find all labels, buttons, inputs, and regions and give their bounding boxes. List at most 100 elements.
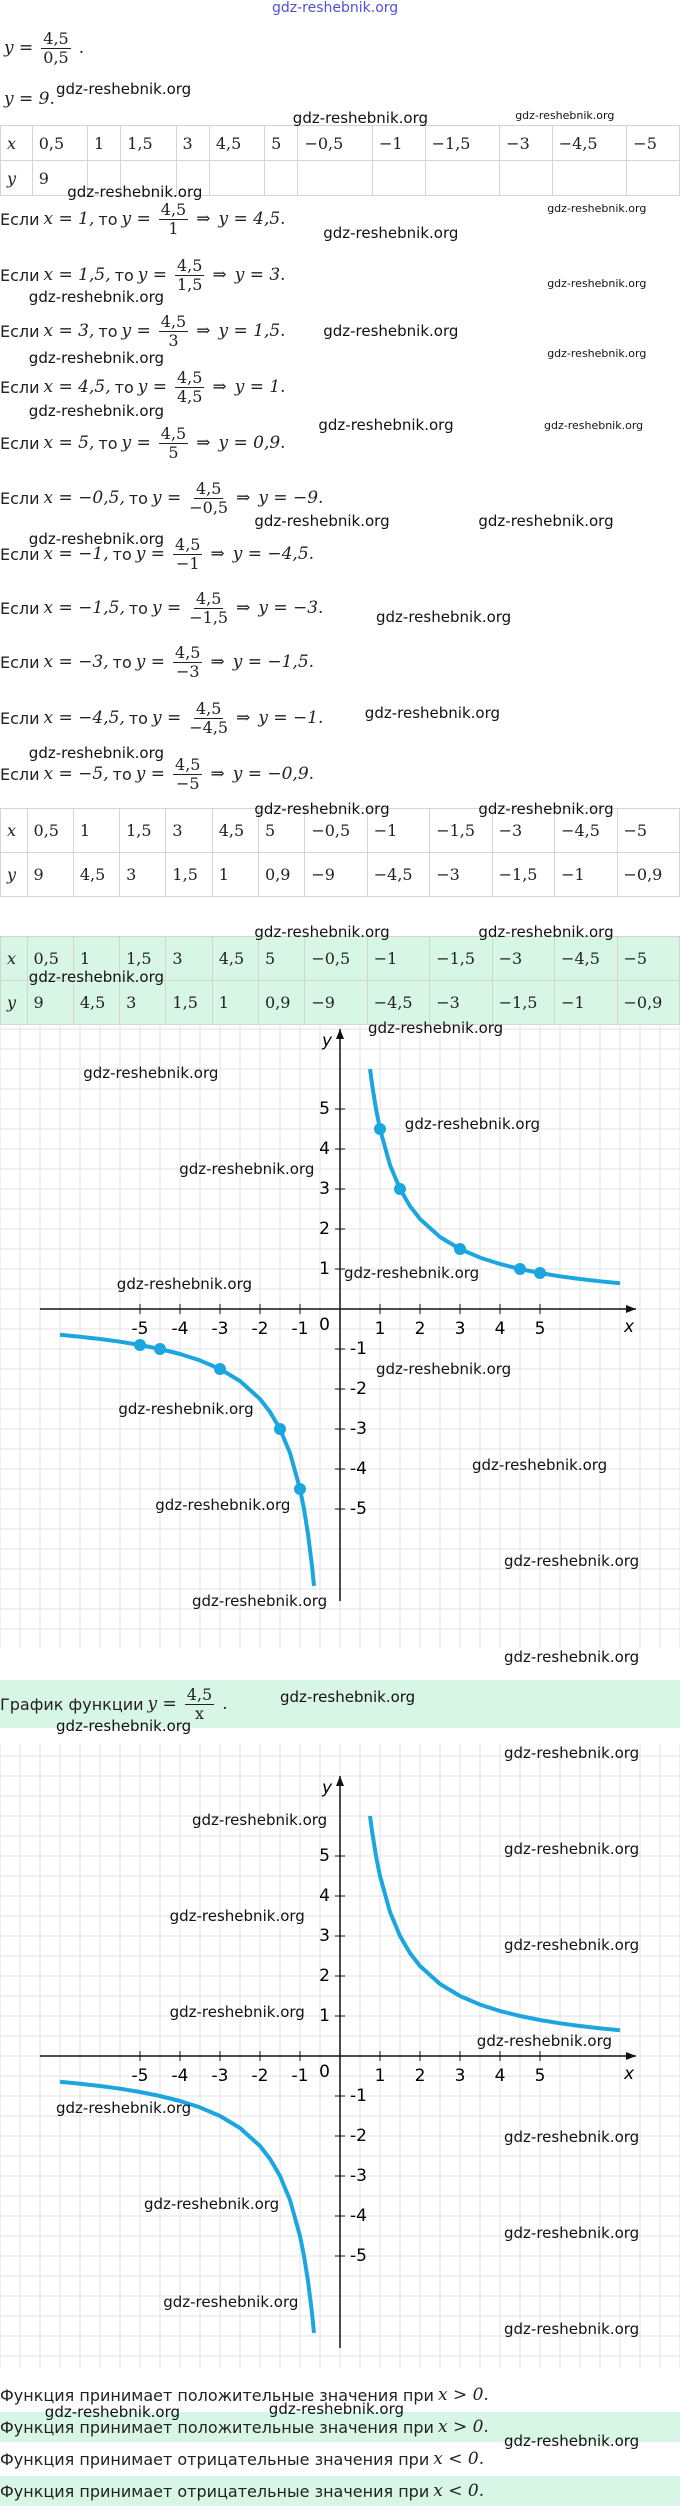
watermark: gdz-reshebnik.org bbox=[292, 109, 428, 127]
table-cell: −3 bbox=[491, 936, 556, 981]
numerator: 4,5 bbox=[184, 1684, 215, 1705]
watermark: gdz-reshebnik.org bbox=[478, 800, 614, 819]
math: x < 0. bbox=[433, 2449, 485, 2469]
denominator: −1 bbox=[175, 553, 200, 573]
header-link[interactable]: gdz-reshebnik.org bbox=[272, 0, 399, 16]
conclusion: Функция принимает положительные значения… bbox=[0, 2412, 680, 2442]
table-row: x 0,5 1 1,5 3 4,5 5 −0,5 −1 −1,5 −3 −4,5 −5 bbox=[0, 936, 680, 981]
watermark: gdz-reshebnik.org bbox=[144, 2195, 280, 2214]
fraction: 4,5 x bbox=[184, 1684, 215, 1722]
x-axis-label: x bbox=[623, 1317, 635, 1337]
table-cell: −0,5 bbox=[304, 808, 368, 853]
fraction: 4,5 0,5 bbox=[41, 30, 71, 66]
watermark: gdz-reshebnik.org bbox=[504, 1744, 640, 1763]
table-cell: −4,5 bbox=[366, 980, 431, 1025]
watermark: gdz-reshebnik.org bbox=[472, 1456, 608, 1475]
math: ⇒ bbox=[236, 488, 251, 508]
y-tick-label: 1 bbox=[319, 2006, 330, 2026]
table-cell: 0,5 bbox=[31, 125, 88, 161]
math: ⇒ bbox=[212, 377, 227, 397]
math: x > 0. bbox=[437, 2385, 489, 2405]
graph-caption: График функции y = 4,5 x. bbox=[0, 1680, 680, 1728]
numerator: 4,5 bbox=[175, 255, 205, 276]
watermark: gdz-reshebnik.org bbox=[155, 1496, 291, 1515]
x-tick-label: 4 bbox=[495, 1319, 506, 1339]
watermark: gdz-reshebnik.org bbox=[28, 968, 164, 987]
math: y = −0,9. bbox=[232, 764, 315, 784]
table-cell: x bbox=[0, 936, 28, 981]
denominator: −0,5 bbox=[189, 497, 229, 517]
word: Если bbox=[0, 544, 40, 564]
math: x = 4,5, bbox=[43, 377, 111, 397]
math: ⇒ bbox=[210, 652, 225, 672]
watermark: gdz-reshebnik.org bbox=[56, 1717, 192, 1735]
numerator: 4,5 bbox=[173, 754, 203, 775]
table-cell bbox=[551, 160, 628, 196]
watermark: gdz-reshebnik.org bbox=[364, 704, 500, 723]
fraction: 4,5 −5 bbox=[173, 754, 203, 792]
watermark: gdz-reshebnik.org bbox=[67, 182, 203, 201]
word: то bbox=[128, 488, 148, 508]
data-point bbox=[394, 1183, 406, 1195]
watermark: gdz-reshebnik.org bbox=[28, 744, 164, 763]
fraction: 4,5 −1,5 bbox=[189, 590, 228, 626]
word: Функция принимает положительные значения… bbox=[0, 2385, 434, 2405]
table-cell: −1 bbox=[366, 936, 431, 981]
data-point bbox=[374, 1123, 386, 1135]
math: ⇒ bbox=[212, 265, 227, 285]
denominator: 1 bbox=[168, 218, 179, 238]
watermark: gdz-reshebnik.org bbox=[544, 419, 644, 433]
fraction: 4,5 −1 bbox=[173, 536, 203, 573]
conclusion: Функция принимает отрицательные значения… bbox=[0, 2444, 680, 2474]
table-cell: −4,5 bbox=[366, 852, 431, 897]
math: ⇒ bbox=[236, 708, 251, 728]
math: y = bbox=[135, 652, 166, 672]
math: y = −3. bbox=[258, 598, 324, 618]
table-row: y 9 4,5 3 1,5 1 0,9 −9 −4,5 −3 −1,5 −1 −0,9 bbox=[0, 852, 680, 897]
word: то bbox=[112, 764, 132, 784]
x-tick-label: -3 bbox=[212, 2066, 229, 2086]
y-tick-label: 4 bbox=[319, 1139, 330, 1159]
word: то bbox=[98, 433, 118, 453]
math: x > 0. bbox=[437, 2417, 489, 2437]
math: x = 3, bbox=[43, 321, 95, 341]
y-tick-label: 5 bbox=[319, 1099, 330, 1119]
watermark: gdz-reshebnik.org bbox=[280, 1688, 416, 1707]
y-tick-label: -2 bbox=[350, 2126, 367, 2146]
x-axis-label: x bbox=[623, 2064, 635, 2084]
value-table: x 0,5 1 1,5 3 4,5 5 −0,5 −1 −1,5 −3 −4,5 −5 y 9 4,5 3 1,5… bbox=[0, 808, 680, 897]
watermark: gdz-reshebnik.org bbox=[547, 201, 647, 215]
table-cell: 4,5 bbox=[72, 980, 121, 1025]
watermark: gdz-reshebnik.org bbox=[504, 2224, 640, 2243]
fraction: 4,5 −3 bbox=[173, 644, 203, 680]
table-cell: 0,9 bbox=[258, 980, 306, 1025]
math: ⇒ bbox=[236, 598, 251, 618]
x-tick-label: 3 bbox=[455, 1319, 466, 1339]
watermark: gdz-reshebnik.org bbox=[268, 2400, 404, 2419]
table-cell: 9 bbox=[31, 160, 88, 196]
x-tick-label: -2 bbox=[252, 2066, 269, 2086]
step-line: Если x = 4,5, то y = 4,5 4,5 ⇒ y = 1. bbox=[0, 363, 290, 411]
watermark: gdz-reshebnik.org bbox=[44, 2403, 180, 2422]
table-cell: −5 bbox=[626, 125, 680, 161]
numerator: 4,5 bbox=[193, 698, 224, 719]
math: ⇒ bbox=[210, 544, 225, 564]
math: x = −0,5, bbox=[43, 488, 125, 508]
watermark: gdz-reshebnik.org bbox=[547, 277, 647, 290]
watermark: gdz-reshebnik.org bbox=[192, 1592, 328, 1611]
watermark: gdz-reshebnik.org bbox=[476, 2032, 612, 2051]
math: x = 1,5, bbox=[43, 265, 111, 285]
word: то bbox=[112, 652, 132, 672]
table-cell: 0,5 bbox=[26, 808, 74, 853]
watermark: gdz-reshebnik.org bbox=[28, 401, 164, 420]
table-cell: −4,5 bbox=[551, 125, 628, 161]
math: y = 0,9. bbox=[218, 433, 286, 453]
table-cell: −1,5 bbox=[491, 852, 556, 897]
watermark: gdz-reshebnik.org bbox=[344, 1264, 480, 1283]
watermark: gdz-reshebnik.org bbox=[169, 2003, 305, 2022]
table-cell: 5 bbox=[264, 125, 299, 161]
data-point bbox=[134, 1339, 146, 1351]
math: x = −3, bbox=[43, 652, 109, 672]
watermark: gdz-reshebnik.org bbox=[56, 2099, 192, 2118]
data-point bbox=[154, 1343, 166, 1355]
